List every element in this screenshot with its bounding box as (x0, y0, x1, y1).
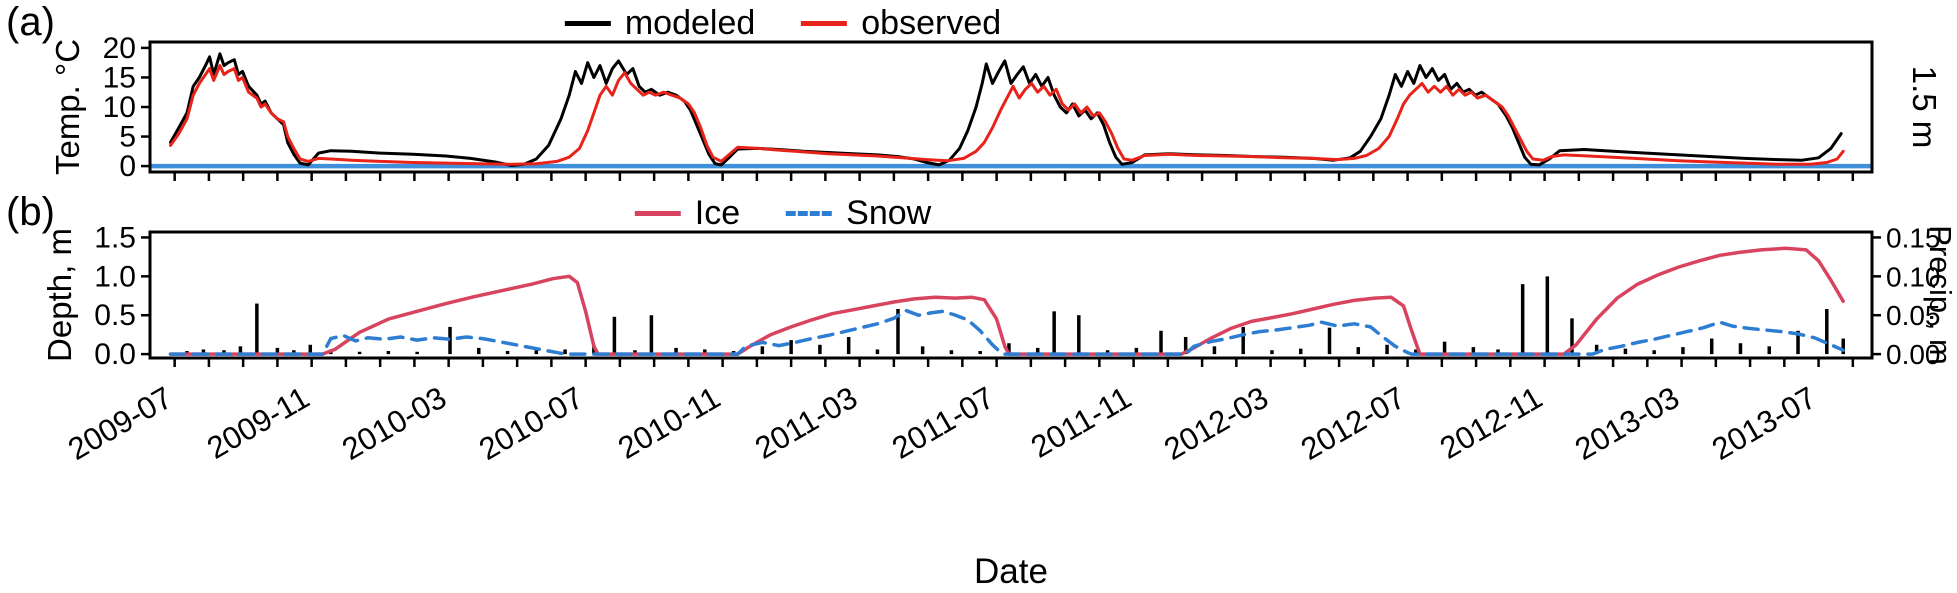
x-tick-label: 2011-03 (749, 380, 863, 466)
panel-b-legend: Ice Snow (634, 194, 931, 233)
legend-label-snow: Snow (846, 194, 932, 232)
panel-b-right-ytick-label: 0.05 (1886, 300, 1941, 331)
x-tick-label: 2009-07 (62, 380, 178, 467)
ice-line-swatch-icon (634, 211, 681, 216)
modeled-line-swatch-icon (564, 21, 611, 26)
modeled-line (169, 52, 1843, 167)
x-tick-label: 2009-11 (201, 380, 315, 466)
legend-label-observed: observed (861, 4, 1002, 42)
legend-label-modeled: modeled (624, 4, 756, 42)
observed-line-swatch-icon (801, 21, 848, 26)
legend-label-ice: Ice (694, 194, 741, 232)
x-tick-label: 2013-03 (1569, 380, 1685, 467)
x-axis-title: Date (974, 552, 1048, 591)
x-tick-label: 2011-07 (886, 380, 1000, 466)
panel-a-ytick-label: 20 (103, 32, 136, 65)
panel-b-ytick-label: 0.0 (94, 338, 136, 371)
snow-line-swatch-icon (786, 211, 833, 216)
panel-a-ytick-label: 15 (103, 61, 136, 94)
legend-item-modeled: modeled (564, 4, 756, 43)
panel-b-border (148, 230, 1874, 360)
observed-line (169, 64, 1845, 166)
legend-item-snow: Snow (786, 194, 931, 233)
x-tick-label: 2011-11 (1025, 380, 1137, 465)
panel-b-ytick-label: 1.0 (94, 260, 136, 293)
panel-b-right-ytick-label: 0.00 (1886, 339, 1941, 370)
snow-line (168, 308, 1845, 356)
panel-b-plot: 0.0 0.5 1.0 1.5 0.00 0.05 0.10 0.15 2009-07 2009-… (62, 221, 1940, 467)
x-tick-label: 2012-11 (1434, 380, 1548, 466)
panel-b-ytick-label: 1.5 (94, 221, 136, 254)
panel-b-right-ytick-label: 0.10 (1886, 261, 1941, 292)
x-tick-label: 2010-07 (473, 380, 589, 467)
panel-b-ytick-label: 0.5 (94, 299, 136, 332)
legend-item-observed: observed (801, 4, 1001, 43)
x-tick-label: 2010-11 (612, 380, 726, 466)
panel-a-ytick-label: 0 (119, 150, 136, 183)
panel-a-label: (a) (6, 0, 55, 44)
legend-item-ice: Ice (634, 194, 741, 233)
x-tick-label: 2013-07 (1706, 380, 1822, 467)
panel-b-right-ytick-label: 0.15 (1886, 222, 1941, 253)
ice-line (168, 246, 1845, 356)
panel-a-legend: modeled observed (564, 4, 1001, 43)
x-tick-label: 2012-07 (1295, 380, 1411, 467)
x-tick-label: 2010-03 (336, 380, 452, 467)
panel-a-ytick-label: 10 (103, 91, 136, 124)
panel-a-ytick-label: 5 (119, 121, 136, 154)
x-tick-label: 2012-03 (1158, 380, 1274, 467)
panel-b-label: (b) (6, 190, 55, 234)
